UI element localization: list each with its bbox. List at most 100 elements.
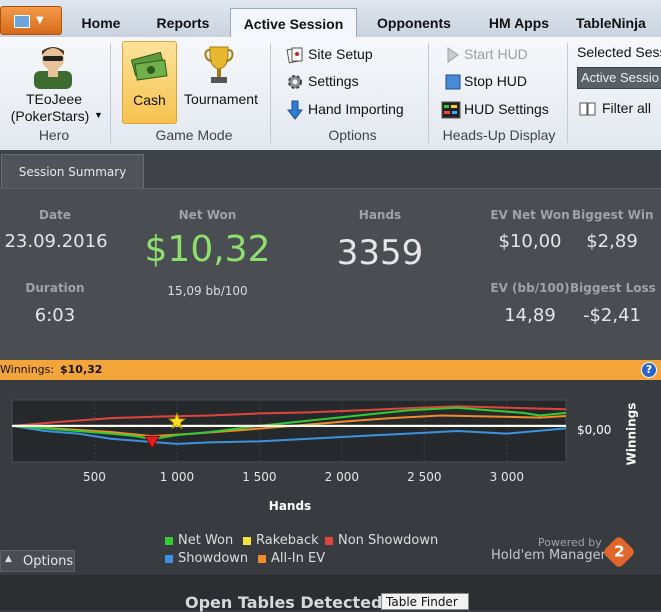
filter-all-label: Filter all [602, 100, 652, 116]
selected-session-label: Selected Sessi [577, 44, 661, 60]
tab-active-session[interactable]: Active Session [230, 8, 357, 38]
tournament-button[interactable]: Tournament [180, 41, 262, 124]
hud-settings-button[interactable]: HUD Settings [440, 100, 560, 120]
ev-net-won-value: $10,00 [498, 231, 562, 252]
table-finder-button[interactable]: Table Finder [381, 593, 469, 610]
tournament-label: Tournament [184, 91, 258, 107]
group-label-game-mode: Game Mode [155, 127, 233, 143]
net-won-label: Net Won [178, 208, 237, 222]
chevron-down-icon: ▼ [36, 15, 44, 26]
play-icon [447, 47, 459, 63]
ev-bb100-value: 14,89 [504, 305, 556, 326]
tab-hm-apps[interactable]: HM Apps [488, 15, 550, 31]
ev-net-won-label: EV Net Won [490, 208, 570, 222]
winnings-chart: 500 1 000 1 500 2 000 2 500 3 000 [11, 399, 567, 484]
biggest-loss-value: -$2,41 [582, 305, 642, 326]
legend-swatch [165, 555, 173, 563]
x-tick-label: 2 500 [407, 470, 441, 484]
hand-importing-label: Hand Importing [308, 101, 404, 117]
ribbon-tab-bar: ▼ Home Reports Active Session Opponents … [0, 0, 661, 38]
group-label-options: Options [328, 127, 377, 143]
hero-button[interactable]: TEoJeee (PokerStars) ▼ [4, 41, 104, 126]
ribbon-separator [567, 43, 568, 143]
options-button[interactable]: ▲ Options [0, 550, 75, 572]
date-value: 23.09.2016 [4, 231, 108, 252]
biggest-loss-label: Biggest Loss [570, 281, 656, 295]
help-button[interactable]: ? [641, 362, 657, 378]
session-summary-panel: Session Summary Date 23.09.2016 Duration… [0, 150, 661, 361]
legend-swatch [325, 537, 333, 545]
x-tick-label: 1 000 [160, 470, 194, 484]
legend-swatch [165, 537, 173, 545]
settings-label: Settings [308, 73, 359, 89]
import-arrow-icon [287, 100, 303, 120]
stop-icon [445, 74, 461, 90]
chevron-up-icon: ▲ [5, 554, 12, 564]
hand-importing-button[interactable]: Hand Importing [285, 100, 425, 120]
cash-label: Cash [133, 92, 166, 108]
duration-label: Duration [25, 281, 85, 295]
powered-by-label: Powered by [538, 536, 602, 549]
open-tables-bar: Open Tables Detected Table Finder [0, 575, 661, 612]
hud-settings-icon [441, 101, 461, 119]
legend-label: All-In EV [271, 551, 326, 566]
hero-name: TEoJeee [25, 91, 83, 107]
app-menu-button[interactable]: ▼ [0, 6, 62, 35]
winnings-value: $10,32 [60, 363, 103, 376]
tab-tableninja[interactable]: TableNinja [576, 15, 646, 31]
legend-label: Net Won [178, 533, 234, 548]
stop-hud-label: Stop HUD [464, 73, 528, 89]
x-tick-label: 500 [83, 470, 106, 484]
hud-settings-label: HUD Settings [464, 101, 549, 117]
ribbon-separator [428, 43, 429, 143]
site-setup-label: Site Setup [308, 46, 373, 62]
filter-icon [579, 102, 596, 116]
chevron-down-icon: ▼ [94, 110, 103, 120]
y-axis-label: Winnings [624, 402, 639, 466]
open-tables-title: Open Tables Detected [185, 593, 383, 612]
group-label-hero: Hero [38, 127, 70, 143]
ev-bb100-label: EV (bb/100) [490, 281, 570, 295]
filter-all-button[interactable]: Filter all [579, 99, 661, 119]
series-line-showdown [11, 424, 567, 445]
group-label-hud: Heads-Up Display [442, 127, 556, 143]
summary-body: Date 23.09.2016 Duration 6:03 Net Won $1… [0, 188, 661, 361]
help-icon: ? [645, 363, 653, 376]
site-setup-button[interactable]: Site Setup [285, 45, 415, 65]
stop-hud-button[interactable]: Stop HUD [442, 72, 552, 92]
star-icon [168, 412, 186, 430]
gear-icon [288, 75, 302, 89]
legend-label: Showdown [178, 551, 249, 566]
cash-button[interactable]: Cash [122, 41, 177, 124]
series-line-non-showdown [11, 405, 567, 427]
settings-button[interactable]: Settings [285, 72, 415, 92]
hero-avatar-icon [34, 47, 72, 89]
tab-session-summary[interactable]: Session Summary [1, 154, 144, 188]
x-tick-label: 1 500 [242, 470, 276, 484]
window-icon [14, 15, 30, 28]
ribbon-separator [110, 43, 111, 143]
x-axis-label: Hands [268, 499, 312, 513]
tab-home[interactable]: Home [81, 15, 121, 31]
winnings-bar: Winnings: $10,32 ? [0, 360, 661, 380]
zero-label: $0,00 [577, 423, 612, 437]
tab-opponents[interactable]: Opponents [377, 15, 451, 31]
hands-label: Hands [358, 208, 402, 222]
options-label: Options [23, 554, 74, 569]
hm2-logo-text: 2 [613, 542, 625, 561]
start-hud-button[interactable]: Start HUD [442, 45, 552, 65]
ribbon-panel: TEoJeee (PokerStars) ▼ Hero Cash Tournam… [0, 37, 661, 151]
biggest-win-value: $2,89 [586, 231, 638, 252]
site-setup-icon [286, 47, 303, 64]
bb100-value: 15,09 bb/100 [167, 284, 248, 298]
date-label: Date [39, 208, 71, 222]
tab-reports[interactable]: Reports [156, 15, 210, 31]
powered-by-brand: Hold'em Manager [491, 548, 606, 563]
table-finder-label: Table Finder [386, 595, 458, 609]
hands-value: 3359 [336, 233, 424, 273]
winnings-label: Winnings: [0, 363, 55, 376]
selected-session-dropdown[interactable]: Active Sessio [577, 67, 661, 89]
legend-label: Non Showdown [338, 533, 439, 548]
duration-value: 6:03 [34, 305, 76, 326]
biggest-win-label: Biggest Win [572, 208, 654, 222]
